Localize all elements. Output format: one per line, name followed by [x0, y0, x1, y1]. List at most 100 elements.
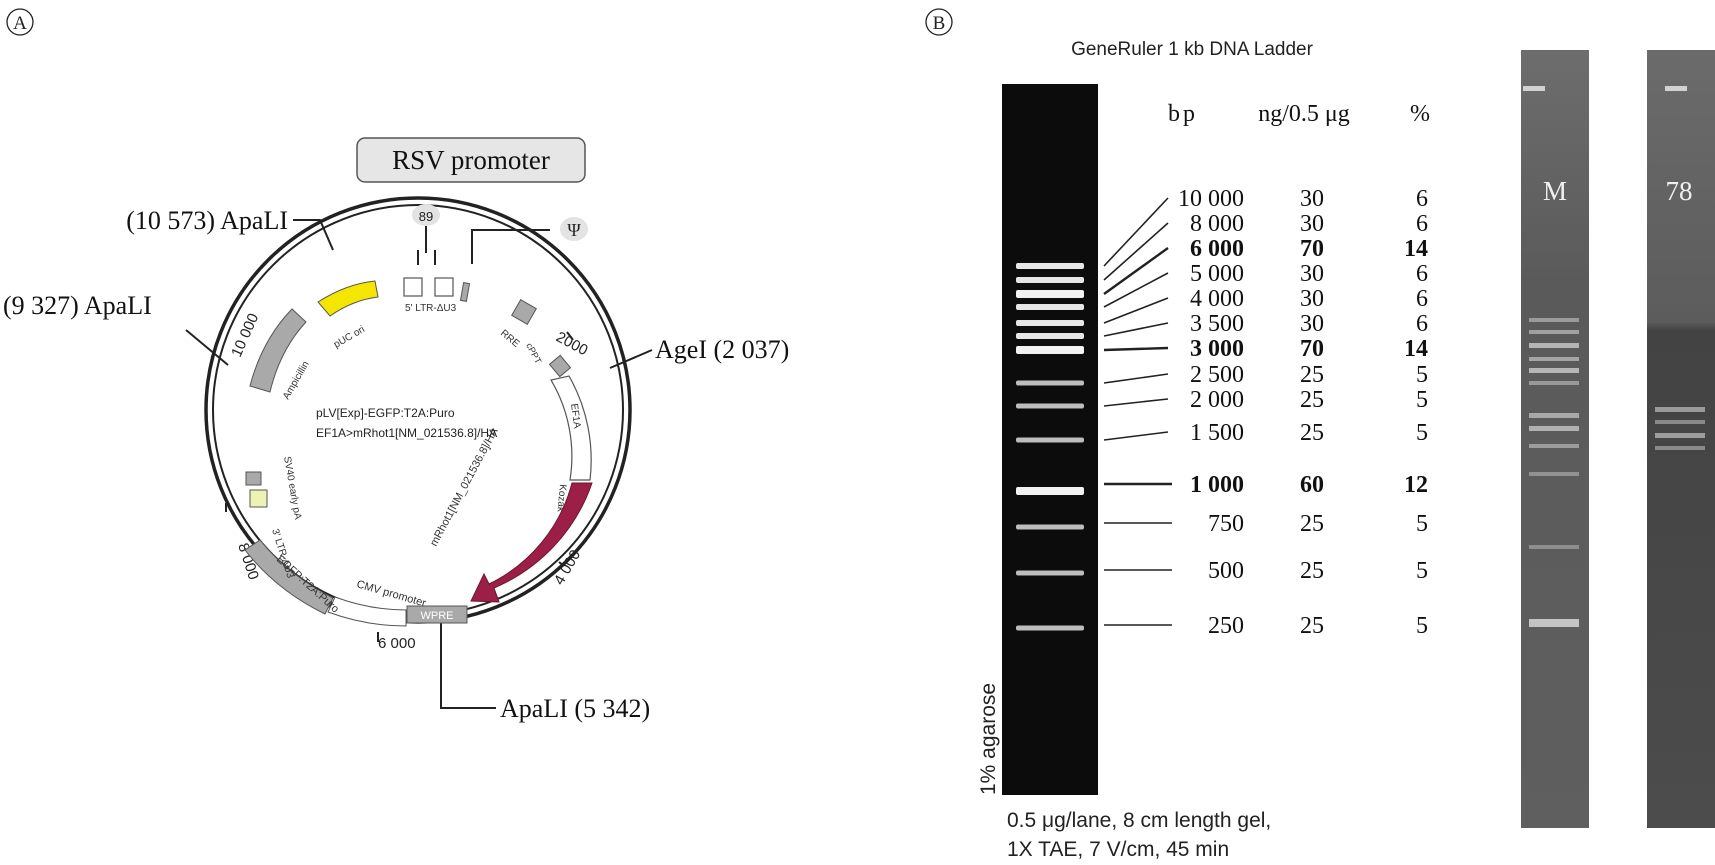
gel-lane-78	[1647, 50, 1715, 828]
ladder-title: GeneRuler 1 kb DNA Ladder	[1071, 39, 1314, 60]
ladder-row-pct: 5	[1416, 511, 1428, 537]
m-band	[1529, 444, 1579, 448]
ladder-band	[1016, 304, 1084, 310]
ladder-band	[1016, 277, 1084, 283]
ladder-leader	[1103, 398, 1169, 407]
gel-well-78	[1665, 86, 1687, 91]
ladder-row-bp: 1 000	[1190, 472, 1244, 498]
ladder-row-bp: 500	[1208, 558, 1244, 584]
ladder-row-bp: 3 000	[1190, 336, 1244, 362]
ladder-row-ng: 25	[1300, 613, 1324, 639]
tick-2000-mark	[566, 331, 574, 341]
ladder-row-pct: 5	[1416, 420, 1428, 446]
panel-b: B GeneRuler 1 kb DNA Ladder 10 000 30 6 8 0…	[925, 8, 1715, 861]
ladder-row-bp: 2 000	[1190, 387, 1244, 413]
apali-9327-leader	[185, 329, 229, 366]
agei-label: AgeI (2 037)	[655, 335, 789, 364]
ladder-row-pct: 6	[1416, 311, 1428, 337]
agei-leader	[609, 349, 653, 369]
gel-lane-78-label: 78	[1666, 176, 1693, 206]
sv40-box	[245, 471, 262, 486]
m-band	[1529, 619, 1579, 627]
ladder-row-bp: 4 000	[1190, 286, 1244, 312]
wpre-label: WPRE	[421, 610, 454, 622]
ladder-row-pct: 6	[1416, 261, 1428, 287]
ladder-band	[1016, 320, 1084, 326]
panel-a: A RSV promoter 89 Ψ (10 573) ApaLI (9 32…	[3, 8, 789, 723]
ladder-leader	[1103, 197, 1169, 267]
tick-6000-label: 6 000	[378, 635, 416, 652]
sv40-label: SV40 early pA	[281, 456, 303, 521]
rsv-promoter-label: RSV promoter	[392, 145, 550, 175]
panel-a-badge	[6, 8, 34, 36]
gel-lane-m-bands	[1529, 318, 1579, 627]
ladder-row-pct: 6	[1416, 186, 1428, 212]
ladder-row-ng: 60	[1300, 472, 1324, 498]
ladder-band	[1016, 403, 1084, 409]
rre-label: RRE	[498, 328, 521, 350]
panel-a-label: A	[13, 13, 27, 34]
apali-10573-leader	[293, 219, 334, 251]
ladder-row-ng: 25	[1300, 420, 1324, 446]
ladder-row-ng: 25	[1300, 511, 1324, 537]
ltr3-box	[249, 489, 268, 508]
ladder-band	[1016, 333, 1084, 339]
agarose-label: 1% agarose	[977, 683, 1000, 795]
rsv-pos-badge	[412, 204, 440, 226]
ladder-band	[1016, 524, 1084, 530]
ladder-leader	[1103, 431, 1169, 441]
ladder-row-bp: 3 500	[1190, 311, 1244, 337]
ladder-row-pct: 5	[1416, 613, 1428, 639]
ltr5-box-a	[403, 277, 423, 297]
apali-9327-label: (9 327) ApaLI	[3, 291, 152, 320]
ladder-header-pct: %	[1410, 101, 1430, 127]
lane78-band	[1655, 446, 1705, 450]
ladder-row-pct: 12	[1404, 472, 1428, 498]
panel-b-badge	[925, 8, 953, 36]
lane78-band	[1655, 420, 1705, 424]
lane78-band	[1655, 407, 1705, 412]
ladder-row-ng: 30	[1300, 311, 1324, 337]
ladder-row-pct: 14	[1404, 336, 1428, 362]
ladder-row-ng: 70	[1300, 236, 1324, 262]
ladder-row-pct: 5	[1416, 387, 1428, 413]
rsv-promoter-box	[356, 137, 586, 183]
ladder-leader	[1103, 247, 1169, 295]
ladder-band	[1016, 346, 1084, 354]
gel-lane-m	[1521, 50, 1589, 828]
ladder-leader	[1103, 222, 1169, 281]
ladder-row-pct: 14	[1404, 236, 1428, 262]
m-band	[1529, 381, 1579, 385]
ladder-header-bp: bp	[1168, 101, 1198, 127]
ladder-leader	[1103, 322, 1169, 337]
m-band	[1529, 368, 1579, 373]
ladder-leader	[1103, 346, 1169, 352]
ltr5-box-b	[434, 277, 454, 297]
cppt-block	[548, 354, 572, 378]
ladder-row-bp: 6 000	[1190, 236, 1244, 262]
ladder-row-ng: 30	[1300, 261, 1324, 287]
rre-block	[511, 299, 537, 325]
cmv-block	[327, 596, 407, 627]
ladder-row-pct: 6	[1416, 211, 1428, 237]
gel-well-m	[1523, 86, 1545, 91]
ladder-row-ng: 30	[1300, 286, 1324, 312]
ladder-row-bp: 750	[1208, 511, 1244, 537]
wpre-block	[406, 605, 468, 624]
tick-4000-mark	[558, 561, 565, 567]
psi-feature-block	[459, 282, 471, 302]
orf-label: mRhot1[NM_021536.8]/HA	[428, 426, 501, 549]
cmv-label: CMV promoter	[355, 578, 427, 609]
orf-arrow	[470, 482, 593, 603]
m-band	[1529, 545, 1579, 549]
lane78-band	[1655, 433, 1705, 438]
ladder-row-bp: 1 500	[1190, 420, 1244, 446]
ladder-table: 10 000 30 68 000 30 66 000 70 145 000 30 64 000 3…	[1178, 186, 1428, 639]
ladder-row-ng: 25	[1300, 362, 1324, 388]
tick-10000-label: 10 000	[228, 311, 262, 360]
ladder-row-pct: 5	[1416, 558, 1428, 584]
m-band	[1529, 413, 1579, 418]
ef1a-label: EF1A	[568, 403, 582, 430]
ladder-leader	[1103, 272, 1169, 308]
